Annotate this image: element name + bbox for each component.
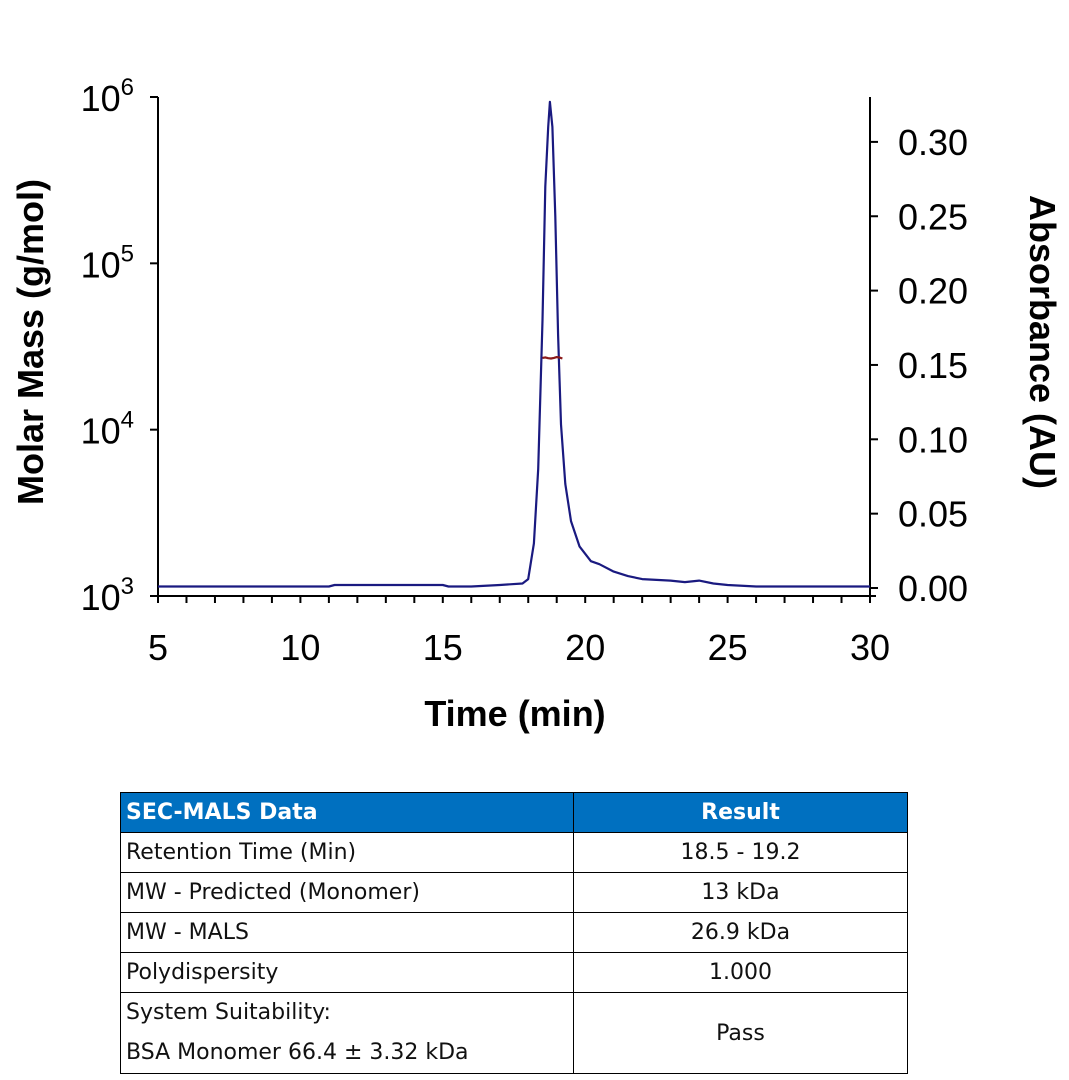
row-label: MW - Predicted (Monomer) xyxy=(120,872,574,913)
x-tick-label: 10 xyxy=(280,627,320,668)
tick-exponent: 4 xyxy=(121,407,134,434)
tick-exponent: 3 xyxy=(121,573,134,600)
x-tick-label: 15 xyxy=(423,627,463,668)
left-tick-label: 103 xyxy=(81,573,134,618)
x-tick-label: 20 xyxy=(565,627,605,668)
header-data: SEC-MALS Data xyxy=(120,792,574,833)
left-tick-label: 105 xyxy=(81,240,134,285)
x-axis-title: Time (min) xyxy=(424,693,605,734)
table-row: MW - MALS 26.9 kDa xyxy=(120,912,908,953)
absorbance-line xyxy=(158,100,870,588)
table-header: SEC-MALS Data Result xyxy=(120,792,908,833)
row-label-line2: BSA Monomer 66.4 ± 3.32 kDa xyxy=(126,1040,469,1065)
sec-mals-table: SEC-MALS Data Result Retention Time (Min… xyxy=(120,792,908,1074)
row-value: 18.5 - 19.2 xyxy=(573,832,908,873)
left-tick-label: 106 xyxy=(81,74,134,119)
table-row: Polydispersity 1.000 xyxy=(120,952,908,993)
tick-exponent: 5 xyxy=(121,240,134,267)
row-label: MW - MALS xyxy=(120,912,574,953)
row-value: 1.000 xyxy=(573,952,908,993)
row-label: Retention Time (Min) xyxy=(120,832,574,873)
right-tick-label: 0.10 xyxy=(898,419,968,460)
row-value: 26.9 kDa xyxy=(573,912,908,953)
left-axis-title: Molar Mass (g/mol) xyxy=(10,179,51,505)
right-tick-label: 0.30 xyxy=(898,122,968,163)
row-value: 13 kDa xyxy=(573,872,908,913)
x-tick-label: 30 xyxy=(850,627,890,668)
table-row: MW - Predicted (Monomer) 13 kDa xyxy=(120,872,908,913)
right-tick-label: 0.00 xyxy=(898,568,968,609)
x-tick-label: 5 xyxy=(148,627,168,668)
right-tick-label: 0.25 xyxy=(898,196,968,237)
right-tick-label: 0.20 xyxy=(898,271,968,312)
right-axis-title: Absorbance (AU) xyxy=(1022,195,1063,489)
row-label: Polydispersity xyxy=(120,952,574,993)
header-result: Result xyxy=(573,792,908,833)
right-tick-label: 0.15 xyxy=(898,345,968,386)
row-label: System Suitability: BSA Monomer 66.4 ± 3.… xyxy=(120,992,574,1074)
sec-mals-chart: 5 10 15 20 25 30 103 104 105 106 0.00 0.05 0.10 0.15 0… xyxy=(10,74,1063,734)
molar-mass-line xyxy=(542,356,563,360)
x-tick-label: 25 xyxy=(708,627,748,668)
row-label-line1: System Suitability: xyxy=(126,1000,331,1025)
tick-exponent: 6 xyxy=(121,74,134,101)
left-tick-label: 104 xyxy=(81,407,134,452)
table-row: Retention Time (Min) 18.5 - 19.2 xyxy=(120,832,908,873)
right-tick-label: 0.05 xyxy=(898,494,968,535)
table-row: System Suitability: BSA Monomer 66.4 ± 3.… xyxy=(120,992,908,1074)
row-value: Pass xyxy=(573,992,908,1074)
